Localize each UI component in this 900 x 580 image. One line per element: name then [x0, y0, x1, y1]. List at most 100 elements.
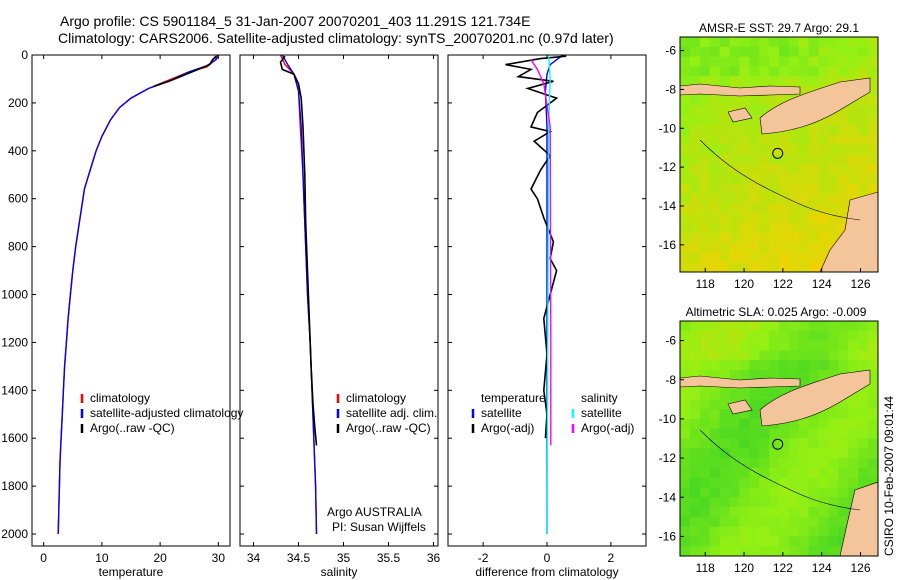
- map-cell: [828, 487, 839, 498]
- x-tick-label: 34.5: [287, 551, 311, 565]
- map-x-tick-label: 118: [696, 561, 715, 575]
- map-cell: [838, 399, 849, 410]
- map-cell: [828, 321, 839, 332]
- map-cell: [739, 115, 750, 126]
- map-cell: [769, 56, 780, 67]
- map-cell: [808, 134, 820, 146]
- map-cell: [699, 95, 711, 107]
- map-cell: [729, 428, 740, 439]
- map-cell: [739, 340, 750, 351]
- sla-field: [680, 321, 878, 556]
- map-cell: [739, 487, 750, 498]
- map-cell: [779, 46, 790, 58]
- timor-island: [759, 369, 871, 427]
- map-cell: [818, 370, 829, 381]
- map-x-tick-label: 126: [851, 561, 871, 575]
- map-cell: [828, 193, 839, 204]
- map-cell: [749, 321, 760, 332]
- map-cell: [838, 428, 849, 439]
- map-cell: [828, 370, 839, 381]
- map-cell: [689, 350, 701, 361]
- map-cell: [749, 360, 760, 371]
- map-cell: [699, 340, 711, 351]
- sst-map-frame: [679, 36, 879, 273]
- map-x-tick-label: 122: [773, 277, 793, 291]
- map-cell: [699, 134, 711, 146]
- map-cell: [699, 252, 711, 263]
- map-cell: [709, 418, 721, 430]
- map-cell: [749, 174, 760, 185]
- map-cell: [680, 125, 691, 136]
- map-cell: [719, 360, 730, 371]
- map-cell: [838, 105, 849, 116]
- map-cell: [729, 134, 740, 146]
- map-cell: [779, 144, 790, 155]
- map-cell: [759, 46, 770, 58]
- map-cell: [818, 144, 829, 155]
- bathymetry-contour: [699, 429, 861, 511]
- map-cell: [838, 409, 849, 420]
- x-axis-label: temperature: [99, 565, 164, 579]
- map-cell: [808, 507, 820, 518]
- map-cell: [680, 262, 691, 272]
- map-cell: [749, 125, 760, 136]
- map-cell: [680, 232, 691, 244]
- map-cell: [868, 164, 878, 175]
- map-cell: [749, 418, 760, 430]
- map-cell: [729, 321, 740, 332]
- map-cell: [769, 360, 780, 371]
- map-cell: [759, 467, 770, 479]
- map-cell: [838, 56, 849, 67]
- map-cell: [759, 330, 770, 342]
- map-cell: [808, 66, 820, 77]
- map-cell: [699, 428, 711, 439]
- map-cell: [699, 242, 711, 253]
- map-cell: [769, 262, 780, 272]
- map-cell: [818, 477, 829, 488]
- map-cell: [848, 360, 859, 371]
- legend-label: satellite-adjusted climatology: [90, 406, 243, 420]
- map-cell: [858, 37, 869, 48]
- x-tick-label: -2: [478, 551, 489, 565]
- map-cell: [868, 409, 878, 420]
- map-cell: [828, 350, 839, 361]
- map-cell: [729, 526, 740, 537]
- sla-map-frame: [679, 320, 879, 557]
- map-cell: [848, 56, 859, 67]
- map-y-tick-label: -14: [659, 490, 677, 504]
- map-cell: [689, 262, 701, 272]
- map-cell: [828, 66, 839, 77]
- map-cell: [709, 242, 721, 253]
- map-cell: [680, 223, 691, 234]
- map-cell: [739, 262, 750, 272]
- map-cell: [729, 330, 740, 342]
- map-cell: [739, 232, 750, 244]
- map-cell: [689, 193, 701, 204]
- map-cell: [739, 164, 750, 175]
- map-cell: [709, 252, 721, 263]
- series-line-2: [546, 55, 551, 535]
- map-cell: [729, 252, 740, 263]
- map-cell: [719, 477, 730, 488]
- map-cell: [749, 213, 760, 224]
- map-cell: [769, 428, 780, 439]
- map-cell: [699, 467, 711, 479]
- map-cell: [699, 56, 711, 67]
- map-cell: [798, 56, 810, 67]
- map-cell: [749, 223, 760, 234]
- map-cell: [680, 193, 691, 204]
- map-cell: [798, 232, 810, 244]
- map-cell: [838, 330, 849, 342]
- map-cell: [788, 516, 800, 528]
- map-x-tick-label: 120: [734, 561, 754, 575]
- map-cell: [769, 174, 780, 185]
- map-cell: [749, 76, 760, 87]
- map-cell: [798, 507, 810, 518]
- x-tick-label: 34: [247, 551, 261, 565]
- map-cell: [808, 448, 820, 459]
- map-cell: [699, 76, 711, 87]
- map-cell: [680, 252, 691, 263]
- sst-map: AMSR-E SST: 29.7 Argo: 29.1 118 120 122 124…: [659, 21, 879, 291]
- map-cell: [689, 370, 701, 381]
- map-cell: [769, 350, 780, 361]
